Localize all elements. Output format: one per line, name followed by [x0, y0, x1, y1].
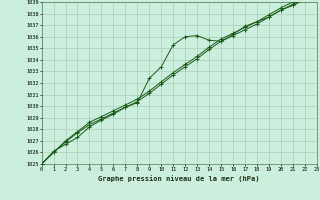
X-axis label: Graphe pression niveau de la mer (hPa): Graphe pression niveau de la mer (hPa): [99, 175, 260, 182]
